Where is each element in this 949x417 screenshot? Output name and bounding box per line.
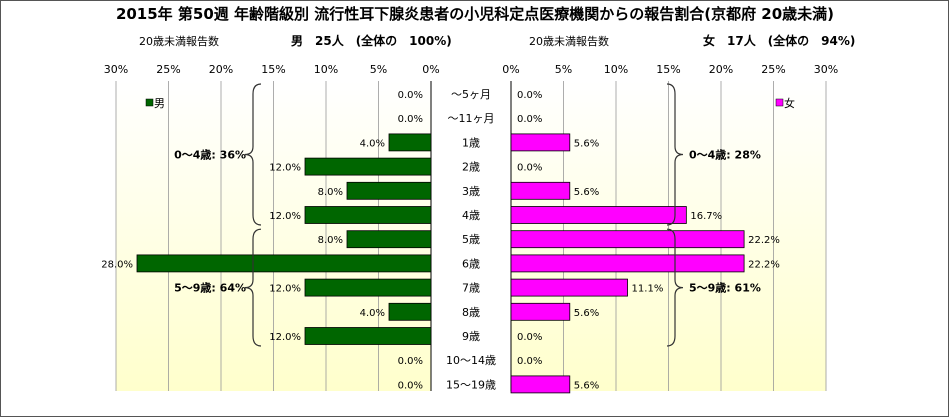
age-group-braces: 0～4歳: 36% 5～9歳: 64% 0～4歳: 28% 5～9歳: 61%: [174, 83, 761, 347]
male-value-label: 0.0%: [398, 380, 423, 391]
male-age-group-brace: [244, 228, 262, 347]
female-age-group-brace: [666, 228, 684, 347]
female-value-label: 0.0%: [517, 163, 542, 174]
category-label: 7歳: [462, 282, 480, 295]
female-value-label: 11.1%: [632, 284, 664, 295]
male-bar: [304, 278, 432, 297]
female-bar: [510, 254, 745, 273]
male-bars: [136, 133, 432, 345]
category-labels: ～5ヶ月 ～11ヶ月 1歳 2歳 3歳 4歳 5歳 6歳 7歳 8歳 9歳 10～14歳 15～19歳: [446, 88, 496, 391]
chart-title: 2015年 第50週 年齢階級別 流行性耳下腺炎患者の小児科定点医療機関からの報…: [116, 5, 834, 23]
male-tick-label: 30%: [104, 63, 128, 76]
female-legend-label: 女: [784, 96, 795, 110]
male-legend-label: 男: [154, 97, 165, 110]
female-tick-label: 10%: [604, 63, 628, 76]
female-bar: [510, 302, 571, 321]
male-value-label: 12.0%: [269, 211, 301, 222]
male-tick-label: 10%: [314, 63, 338, 76]
male-value-label: 0.0%: [398, 90, 423, 101]
female-value-label: 5.6%: [574, 308, 599, 319]
male-tick-label: 0%: [422, 63, 439, 76]
male-value-labels: 0.0% 0.0% 4.0% 12.0% 8.0% 12.0% 8.0% 28.0% 12.0%…: [101, 90, 423, 391]
female-value-label: 0.0%: [517, 332, 542, 343]
male-value-label: 12.0%: [269, 163, 301, 174]
male-tick-label: 5%: [370, 63, 387, 76]
category-label: 3歳: [462, 185, 480, 198]
category-label: 6歳: [462, 257, 480, 270]
female-value-label: 22.2%: [748, 235, 780, 246]
male-value-label: 4.0%: [360, 308, 385, 319]
female-tick-label: 25%: [761, 63, 785, 76]
category-label: 8歳: [462, 306, 480, 319]
female-age-group-label: 0～4歳: 28%: [689, 148, 761, 162]
female-value-label: 0.0%: [517, 114, 542, 125]
male-bar: [304, 157, 432, 176]
female-bar: [510, 181, 571, 200]
category-label: 2歳: [462, 161, 480, 174]
female-legend: 女: [775, 96, 795, 110]
female-value-label: 0.0%: [517, 90, 542, 101]
female-tick-label: 0%: [502, 63, 519, 76]
male-legend: 男: [145, 97, 165, 110]
female-bar: [510, 278, 628, 297]
category-label: 1歳: [462, 136, 480, 149]
female-tick-label: 30%: [814, 63, 838, 76]
female-bar: [510, 133, 571, 152]
female-age-group-label: 5～9歳: 61%: [689, 281, 761, 295]
female-bar: [510, 230, 745, 249]
male-value-label: 0.0%: [398, 114, 423, 125]
male-axis-ticks: 30% 25% 20% 15% 10% 5% 0%: [104, 63, 440, 76]
female-axis-ticks: 0% 5% 10% 15% 20% 25% 30%: [502, 63, 838, 76]
male-value-label: 28.0%: [101, 259, 133, 270]
male-legend-swatch: [145, 98, 154, 107]
category-label: 5歳: [462, 233, 480, 246]
male-age-group-brace: [244, 83, 262, 226]
male-age-group-label: 5～9歳: 64%: [174, 281, 246, 295]
male-tick-label: 25%: [156, 63, 180, 76]
female-count-summary: 女 17人 (全体の 94%): [703, 33, 855, 48]
male-value-label: 8.0%: [318, 187, 343, 198]
female-bar: [510, 375, 571, 394]
male-value-label: 12.0%: [269, 284, 301, 295]
category-label: ～5ヶ月: [451, 88, 491, 101]
female-count-caption: 20歳未満報告数: [529, 35, 609, 48]
male-tick-label: 15%: [261, 63, 285, 76]
male-bar: [136, 254, 432, 273]
male-value-label: 12.0%: [269, 332, 301, 343]
male-bar: [388, 133, 432, 152]
male-value-label: 4.0%: [360, 138, 385, 149]
male-bar: [304, 206, 432, 224]
male-age-group-label: 0～4歳: 36%: [174, 148, 246, 162]
female-age-group-brace: [666, 83, 684, 226]
female-legend-swatch: [775, 98, 784, 107]
female-value-label: 5.6%: [574, 138, 599, 149]
male-bar: [346, 181, 432, 200]
male-bar: [346, 230, 432, 249]
category-label: 15～19歳: [446, 378, 496, 391]
male-bar: [388, 302, 432, 321]
female-tick-label: 15%: [656, 63, 680, 76]
category-label: 9歳: [462, 330, 480, 343]
male-count-summary: 男 25人 (全体の 100%): [291, 33, 452, 48]
category-label: 4歳: [462, 209, 480, 222]
male-value-label: 8.0%: [318, 235, 343, 246]
female-tick-label: 20%: [709, 63, 733, 76]
female-value-label: 0.0%: [517, 356, 542, 367]
female-value-label: 22.2%: [748, 259, 780, 270]
female-tick-label: 5%: [555, 63, 572, 76]
female-bar: [510, 206, 687, 224]
male-bar: [304, 327, 432, 345]
male-value-label: 0.0%: [398, 356, 423, 367]
female-value-label: 16.7%: [690, 211, 722, 222]
male-count-caption: 20歳未満報告数: [139, 35, 219, 48]
category-label: 10～14歳: [446, 354, 496, 367]
female-value-label: 5.6%: [574, 380, 599, 391]
category-label: ～11ヶ月: [448, 112, 495, 125]
female-value-label: 5.6%: [574, 187, 599, 198]
female-value-labels: 0.0% 0.0% 5.6% 0.0% 5.6% 16.7% 22.2% 22.2% 11.1%…: [517, 90, 780, 391]
female-bars: [510, 133, 745, 394]
male-tick-label: 20%: [209, 63, 233, 76]
